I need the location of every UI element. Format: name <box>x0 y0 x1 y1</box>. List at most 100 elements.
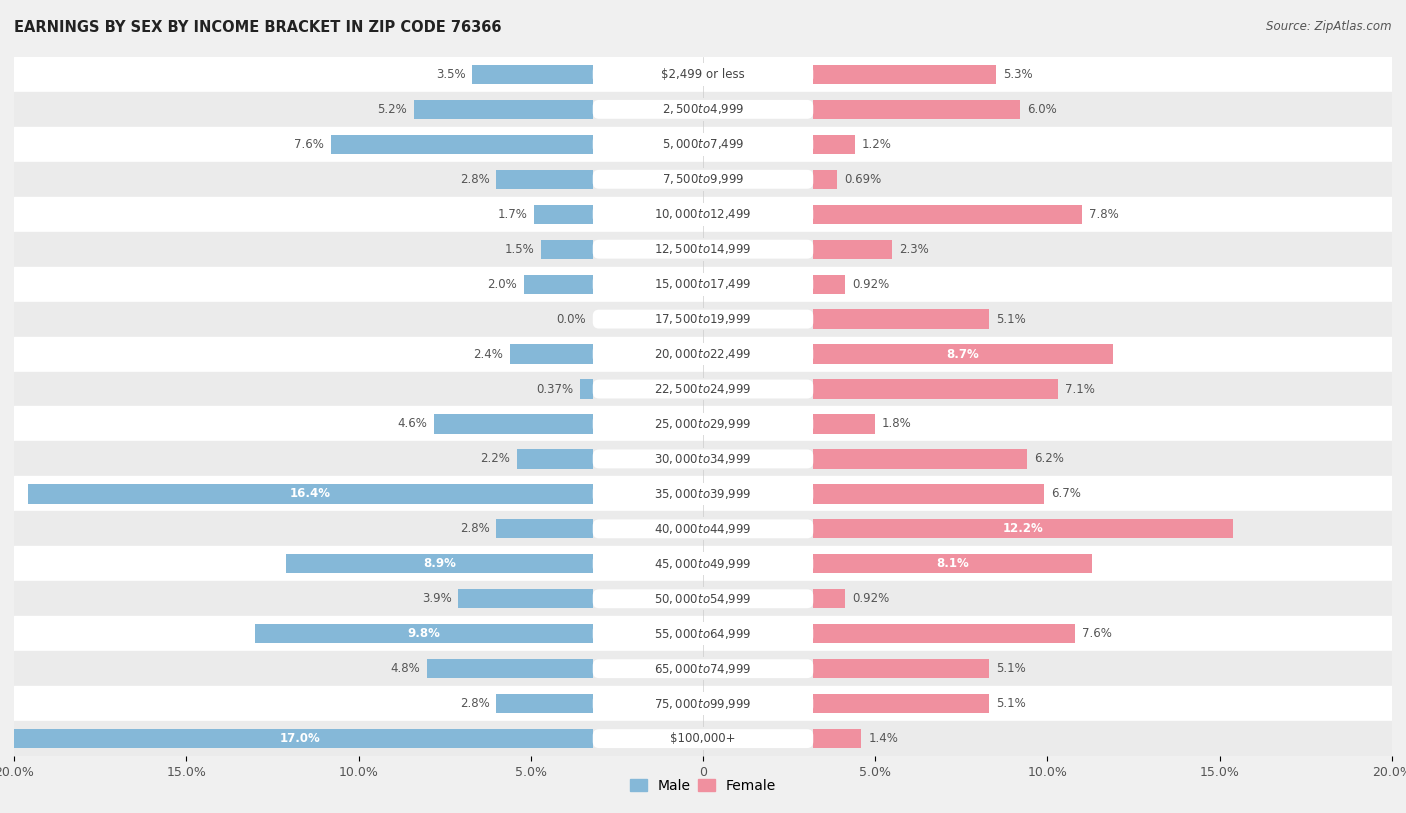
Bar <box>14 651 1392 686</box>
Text: $65,000 to $74,999: $65,000 to $74,999 <box>654 662 752 676</box>
Bar <box>14 197 1392 232</box>
Bar <box>593 238 813 260</box>
Bar <box>593 553 813 575</box>
Text: 7.8%: 7.8% <box>1088 208 1119 220</box>
FancyBboxPatch shape <box>593 345 813 363</box>
Bar <box>593 728 813 750</box>
Text: $15,000 to $17,499: $15,000 to $17,499 <box>654 277 752 291</box>
FancyBboxPatch shape <box>593 170 813 189</box>
Bar <box>593 693 813 715</box>
Bar <box>14 337 1392 372</box>
Bar <box>517 450 593 468</box>
FancyBboxPatch shape <box>593 554 813 573</box>
Text: 1.8%: 1.8% <box>882 418 912 430</box>
Bar <box>593 203 813 225</box>
Bar <box>813 624 1076 643</box>
Text: 3.9%: 3.9% <box>422 593 451 605</box>
Text: 1.7%: 1.7% <box>498 208 527 220</box>
Bar <box>813 520 1233 538</box>
Text: 8.9%: 8.9% <box>423 558 456 570</box>
Bar <box>813 589 845 608</box>
Bar <box>593 63 813 85</box>
Text: 16.4%: 16.4% <box>290 488 330 500</box>
Bar <box>813 694 988 713</box>
Bar <box>496 170 593 189</box>
Bar <box>14 302 1392 337</box>
Text: 2.3%: 2.3% <box>900 243 929 255</box>
Text: $7,500 to $9,999: $7,500 to $9,999 <box>662 172 744 186</box>
Bar <box>593 273 813 295</box>
Legend: Male, Female: Male, Female <box>624 773 782 798</box>
FancyBboxPatch shape <box>593 65 813 84</box>
Bar <box>510 345 593 363</box>
FancyBboxPatch shape <box>593 694 813 713</box>
Bar <box>593 98 813 120</box>
Text: 2.8%: 2.8% <box>460 173 489 185</box>
Text: 0.69%: 0.69% <box>844 173 882 185</box>
FancyBboxPatch shape <box>593 589 813 608</box>
Text: 5.1%: 5.1% <box>995 698 1025 710</box>
Bar <box>496 694 593 713</box>
Bar <box>813 380 1057 398</box>
Text: 6.7%: 6.7% <box>1050 488 1081 500</box>
Bar <box>813 135 855 154</box>
Bar <box>593 343 813 365</box>
Text: 17.0%: 17.0% <box>280 733 321 745</box>
Bar <box>541 240 593 259</box>
Bar <box>813 205 1083 224</box>
Bar <box>330 135 593 154</box>
Text: 2.8%: 2.8% <box>460 523 489 535</box>
Text: 1.2%: 1.2% <box>862 138 891 150</box>
Text: $22,500 to $24,999: $22,500 to $24,999 <box>654 382 752 396</box>
Text: 7.6%: 7.6% <box>294 138 323 150</box>
Bar <box>813 310 988 328</box>
FancyBboxPatch shape <box>593 310 813 328</box>
Bar <box>14 686 1392 721</box>
Bar <box>593 168 813 190</box>
Text: 7.1%: 7.1% <box>1064 383 1094 395</box>
Text: $45,000 to $49,999: $45,000 to $49,999 <box>654 557 752 571</box>
Bar <box>14 581 1392 616</box>
Bar <box>813 485 1045 503</box>
Bar <box>14 232 1392 267</box>
Text: 6.2%: 6.2% <box>1033 453 1063 465</box>
Text: $75,000 to $99,999: $75,000 to $99,999 <box>654 697 752 711</box>
Text: $100,000+: $100,000+ <box>671 733 735 745</box>
Text: 0.92%: 0.92% <box>852 593 889 605</box>
Bar <box>28 485 593 503</box>
Bar <box>14 372 1392 406</box>
Bar <box>813 240 893 259</box>
Bar <box>593 658 813 680</box>
Bar <box>813 450 1026 468</box>
Bar <box>593 483 813 505</box>
Text: 8.7%: 8.7% <box>946 348 980 360</box>
Bar <box>434 415 593 433</box>
Text: $20,000 to $22,499: $20,000 to $22,499 <box>654 347 752 361</box>
FancyBboxPatch shape <box>593 205 813 224</box>
Bar <box>14 406 1392 441</box>
Text: 5.2%: 5.2% <box>377 103 406 115</box>
Bar <box>813 170 837 189</box>
Bar <box>14 267 1392 302</box>
Text: 3.5%: 3.5% <box>436 68 465 80</box>
Bar <box>593 378 813 400</box>
Text: Source: ZipAtlas.com: Source: ZipAtlas.com <box>1267 20 1392 33</box>
Bar <box>813 415 875 433</box>
Bar <box>813 65 995 84</box>
Bar <box>593 448 813 470</box>
Text: $30,000 to $34,999: $30,000 to $34,999 <box>654 452 752 466</box>
FancyBboxPatch shape <box>593 520 813 538</box>
FancyBboxPatch shape <box>593 275 813 293</box>
Text: 6.0%: 6.0% <box>1026 103 1056 115</box>
Text: 4.8%: 4.8% <box>391 663 420 675</box>
Bar <box>813 275 845 293</box>
Text: EARNINGS BY SEX BY INCOME BRACKET IN ZIP CODE 76366: EARNINGS BY SEX BY INCOME BRACKET IN ZIP… <box>14 20 502 35</box>
Bar <box>14 546 1392 581</box>
Bar <box>14 441 1392 476</box>
FancyBboxPatch shape <box>593 485 813 503</box>
Bar <box>14 721 1392 756</box>
Bar <box>813 729 862 748</box>
FancyBboxPatch shape <box>593 729 813 748</box>
Bar <box>534 205 593 224</box>
Text: 0.92%: 0.92% <box>852 278 889 290</box>
